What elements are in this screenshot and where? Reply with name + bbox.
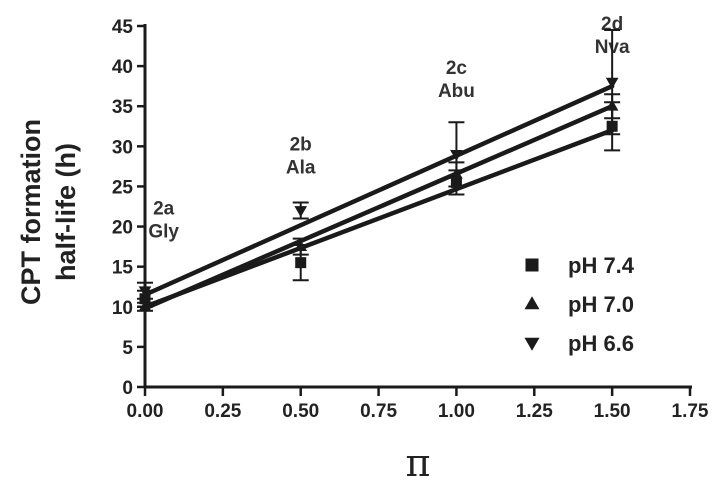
x-tick-label: 0.25	[204, 401, 241, 422]
data-point	[138, 300, 152, 312]
data-point	[294, 206, 308, 218]
annotation-label: Abu	[438, 81, 475, 102]
annotation-label: 2c	[446, 58, 468, 79]
fit-line	[142, 103, 615, 311]
annotation-label: Ala	[286, 157, 316, 178]
x-tick-label: 1.75	[672, 401, 709, 422]
y-axis-label-line-2: half-life (h)	[51, 143, 81, 281]
data-point	[294, 240, 308, 252]
legend-marker	[524, 337, 540, 351]
y-tick-label: 15	[112, 258, 134, 279]
data-point	[605, 77, 619, 89]
legend-marker	[525, 258, 539, 272]
data-point	[450, 149, 463, 161]
x-tick-label: 1.25	[516, 401, 553, 422]
plot-area: 0 5 10 15 20 25 30 35 40 45 0.00 0.25 0.50 0.75 1.00 1.…	[112, 14, 709, 422]
fit-line	[142, 83, 615, 297]
x-tick-label: 0.50	[282, 401, 319, 422]
annotation-label: Gly	[148, 222, 179, 243]
y-tick-label: 30	[112, 137, 133, 158]
legend-label: pH 7.4	[568, 253, 635, 278]
x-tick-label: 1.00	[438, 401, 475, 422]
x-tick-label: 1.50	[594, 401, 631, 422]
y-tick-label: 5	[122, 338, 133, 359]
x-tick-label: 0.00	[127, 401, 164, 422]
y-tick-label: 0	[122, 378, 133, 399]
y-tick-label: 45	[112, 17, 134, 38]
y-axis-label-line-1: CPT formation	[16, 119, 46, 305]
data-point	[138, 286, 152, 298]
data-point	[295, 257, 307, 269]
x-axis-label: π	[406, 441, 431, 485]
y-tick-label: 40	[112, 57, 133, 78]
legend-marker	[524, 296, 540, 310]
y-axis-title: CPT formation half-life (h)	[16, 119, 81, 305]
legend-label: pH 6.6	[568, 331, 634, 356]
legend-label: pH 7.0	[568, 292, 634, 317]
annotation-label: 2b	[290, 134, 312, 155]
annotation-label: 2a	[153, 199, 175, 220]
y-tick-label: 35	[112, 97, 134, 118]
y-tick-label: 20	[112, 218, 133, 239]
y-tick-label: 10	[112, 298, 133, 319]
fit-line	[142, 128, 615, 310]
x-tick-label: 0.75	[360, 401, 397, 422]
y-tick-label: 25	[112, 177, 134, 198]
